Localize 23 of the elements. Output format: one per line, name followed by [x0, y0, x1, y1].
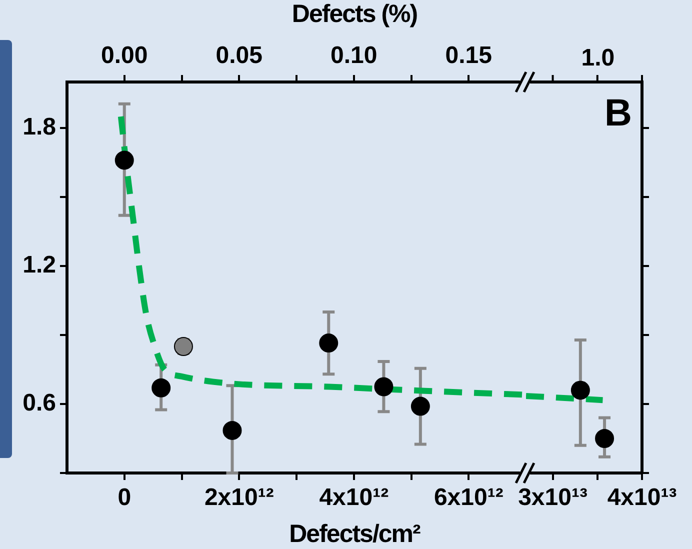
x-tick-label: 3x10¹³: [518, 484, 588, 512]
y-tick-label: 1.8: [22, 114, 56, 141]
point: [374, 377, 394, 396]
point: [222, 420, 242, 440]
x2-tick-label: 0.00: [101, 42, 148, 70]
x-tick-label: 6x10¹²: [434, 484, 504, 512]
point: [152, 378, 171, 398]
annotation: B: [604, 92, 632, 134]
y-tick-label: 1.2: [22, 252, 56, 279]
point: [114, 150, 134, 170]
x2-tick-label: 0.10: [330, 42, 378, 70]
x2-axis-title: Defects (%): [292, 0, 418, 29]
x-tick-label: 0: [118, 484, 132, 512]
text: 1.0: [581, 44, 615, 72]
x-tick-label: 2x10¹²: [204, 484, 274, 512]
point: [319, 334, 338, 353]
x2-tick-label: 0.15: [445, 42, 492, 70]
point: [410, 396, 430, 416]
y-tick-label: 0.6: [22, 390, 56, 417]
x2-tick-label: 0.05: [216, 42, 262, 70]
x-tick-label: 4x10¹²: [319, 484, 389, 512]
x-axis-title: Defects/cm²: [289, 520, 420, 549]
x-tick-label: 4x10¹³: [607, 484, 677, 512]
